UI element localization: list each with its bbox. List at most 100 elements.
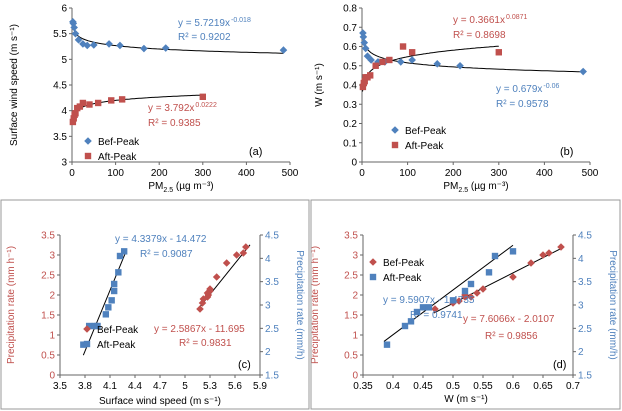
panel-d: 0.35 0.4 0.45 0.5 0.55 0.6 0.65 0.7 0 0.5 1 1.5 2 2.5… bbox=[310, 231, 618, 406]
y-tick-label: 2.5 bbox=[41, 271, 55, 282]
data-point bbox=[467, 280, 475, 288]
data-point bbox=[359, 33, 368, 41]
data-point bbox=[90, 41, 98, 49]
x-tick-label: 0.45 bbox=[413, 381, 433, 392]
data-point bbox=[74, 36, 83, 44]
trendline bbox=[71, 94, 203, 122]
data-point bbox=[120, 248, 128, 255]
legend-marker bbox=[369, 273, 377, 281]
x-axis-label: PM2.5 (µg m⁻³) bbox=[148, 181, 213, 194]
legend-marker bbox=[369, 258, 377, 266]
y-tick-label: 5.5 bbox=[53, 29, 67, 40]
y-tick-label: 5 bbox=[61, 55, 67, 66]
legend-label: Bef-Peak bbox=[383, 258, 425, 269]
data-point bbox=[539, 251, 547, 259]
y-tick-label: 3.5 bbox=[344, 231, 358, 242]
y-tick-label: 0 bbox=[351, 158, 357, 169]
panel-c: 3.5 3.8 4.1 4.4 4.7 5 5.3 5.6 5.9 0 0.5 1 1.5 2 2.5 3 3.… bbox=[6, 231, 305, 408]
y-tick-label-right: 4.5 bbox=[578, 231, 592, 242]
data-point bbox=[72, 110, 79, 117]
data-point bbox=[372, 62, 379, 69]
x-axis-label: W (m s⁻¹) bbox=[444, 394, 488, 405]
data-point bbox=[473, 289, 481, 297]
y-tick-label-right: 2.5 bbox=[578, 324, 592, 335]
data-point bbox=[361, 44, 370, 53]
y-tick-label: 0.2 bbox=[343, 119, 357, 130]
x-tick-label: 4.7 bbox=[153, 381, 167, 392]
data-point bbox=[467, 293, 475, 301]
y-tick-label: 3 bbox=[49, 251, 55, 262]
equation-label: y = 9.5907x - 1.4735 bbox=[383, 295, 475, 306]
y-tick-label: 3 bbox=[352, 251, 358, 262]
data-point bbox=[363, 52, 372, 60]
data-point bbox=[579, 67, 587, 76]
legend-marker bbox=[84, 137, 92, 145]
data-point bbox=[557, 243, 565, 251]
y-tick-label: 2 bbox=[352, 291, 358, 302]
data-point bbox=[361, 77, 368, 85]
data-point bbox=[433, 60, 442, 68]
y-tick-label: 1 bbox=[352, 331, 358, 342]
y-tick-label: 0.4 bbox=[343, 81, 357, 92]
data-point bbox=[108, 97, 115, 104]
data-point bbox=[70, 23, 78, 32]
x-tick-label: 5 bbox=[182, 381, 188, 392]
data-point bbox=[70, 115, 77, 122]
x-tick-label: 4.1 bbox=[103, 381, 117, 392]
data-point bbox=[94, 99, 102, 107]
x-tick-label: 0.4 bbox=[386, 381, 400, 392]
data-point bbox=[239, 249, 248, 257]
r2-label: R² = 0.9578 bbox=[496, 99, 549, 110]
x-tick-label: 0 bbox=[359, 168, 365, 179]
legend-label: Aft-Peak bbox=[405, 141, 444, 152]
r2-label: R² = 0.9202 bbox=[178, 32, 231, 43]
equation-label: y = 5.7219x bbox=[178, 18, 230, 29]
data-point bbox=[360, 38, 369, 47]
data-point bbox=[76, 103, 84, 110]
y-tick-label: 3.5 bbox=[41, 231, 55, 242]
data-point bbox=[79, 99, 87, 107]
x-tick-label: 0.7 bbox=[566, 381, 580, 392]
data-point bbox=[94, 322, 101, 330]
data-point bbox=[116, 41, 124, 50]
legend-marker bbox=[391, 126, 399, 134]
r2-label: R² = 0.8698 bbox=[453, 30, 506, 41]
data-point bbox=[431, 305, 439, 313]
r2-label: R² = 0.9741 bbox=[410, 310, 463, 321]
data-point bbox=[85, 322, 93, 330]
y-tick-label-right: 1.5 bbox=[265, 371, 279, 382]
data-point bbox=[383, 341, 391, 348]
data-point bbox=[509, 248, 517, 255]
y-tick-label: 0.8 bbox=[343, 4, 357, 15]
panel-label: (b) bbox=[560, 146, 573, 158]
equation-label: y = 3.792x bbox=[148, 103, 194, 114]
equation-label: y = 4.3379x - 14.472 bbox=[115, 234, 207, 245]
x-tick-label: 0 bbox=[69, 168, 75, 179]
y-axis-label-right: Precipitation rate (mm/h) bbox=[294, 250, 305, 359]
data-point bbox=[69, 19, 78, 28]
data-point bbox=[461, 287, 469, 295]
y-axis-label: Precipitation rate (mm h⁻¹) bbox=[310, 246, 321, 364]
x-tick-label: 200 bbox=[445, 168, 462, 179]
data-point bbox=[199, 93, 206, 101]
x-tick-label: 4.4 bbox=[128, 381, 142, 392]
data-point bbox=[110, 287, 118, 295]
data-point bbox=[509, 273, 517, 281]
data-point bbox=[80, 341, 87, 348]
data-point bbox=[83, 41, 92, 50]
r2-label: R² = 0.9385 bbox=[148, 118, 201, 129]
y-tick-label: 4.5 bbox=[53, 81, 67, 92]
data-point bbox=[118, 96, 126, 103]
x-tick-label: 0.65 bbox=[533, 381, 553, 392]
y-tick-label: 6 bbox=[61, 4, 67, 15]
legend-marker bbox=[83, 340, 91, 348]
legend-label: Bef-Peak bbox=[98, 137, 140, 148]
y-tick-label: 0.6 bbox=[343, 42, 357, 53]
x-tick-label: 3.5 bbox=[53, 381, 67, 392]
x-tick-label: 400 bbox=[238, 168, 255, 179]
data-point bbox=[140, 44, 148, 53]
r2-label: R² = 0.9087 bbox=[140, 249, 193, 260]
x-tick-label: 300 bbox=[490, 168, 507, 179]
y-tick-label: 0 bbox=[352, 371, 358, 382]
r2-label: R² = 0.9831 bbox=[179, 338, 232, 349]
